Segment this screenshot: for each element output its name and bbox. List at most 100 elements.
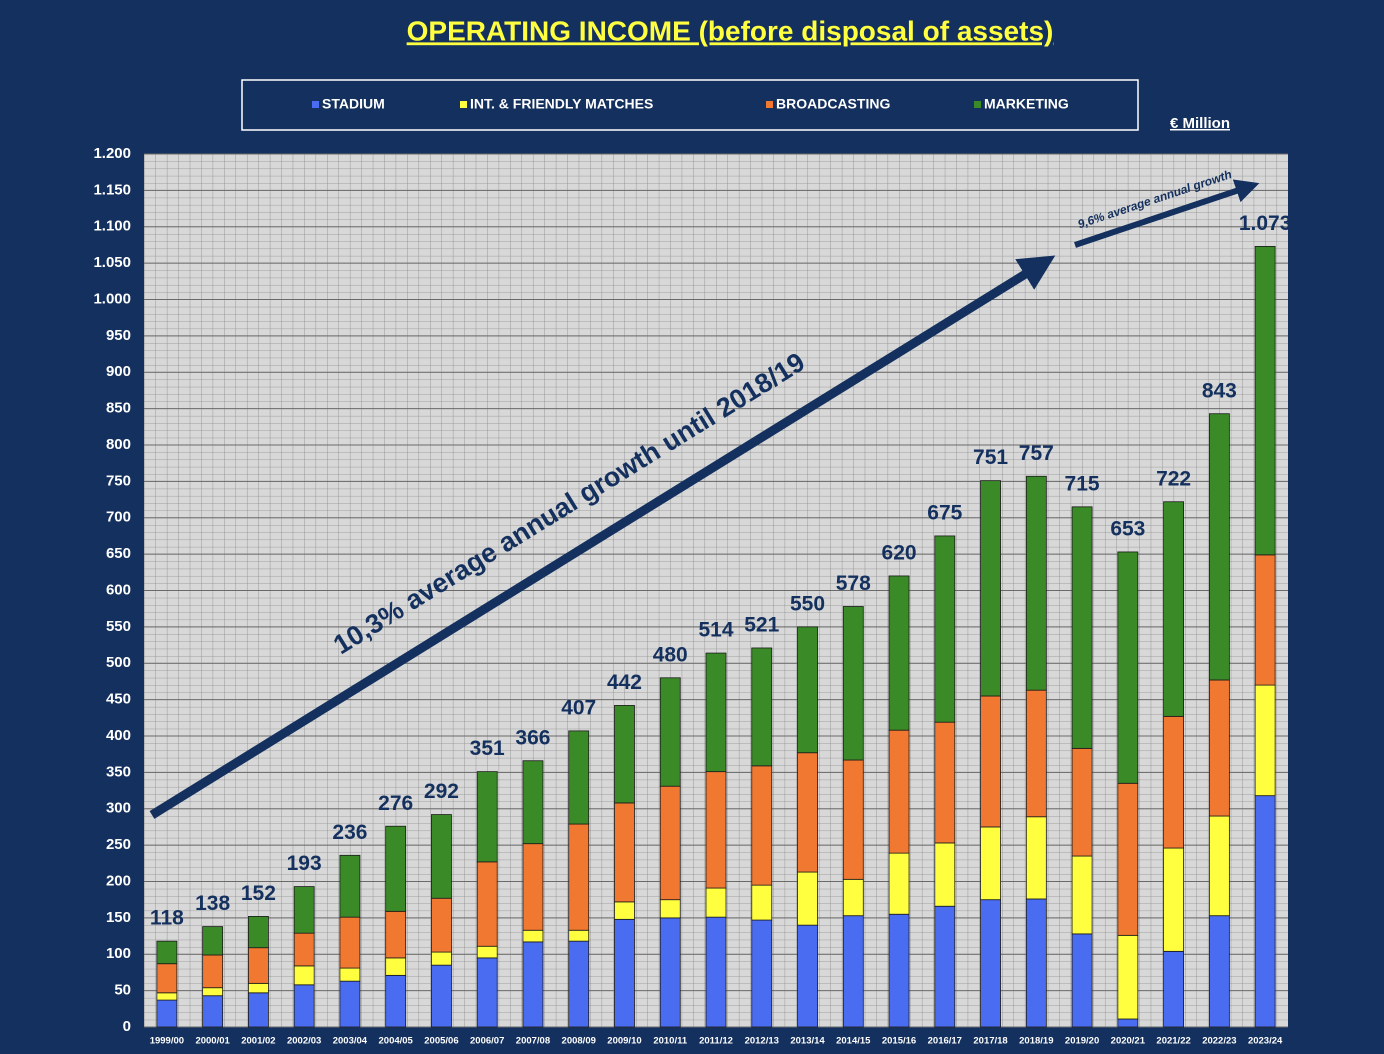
bar-segment — [568, 929, 590, 942]
bar-segment — [705, 916, 727, 1028]
bar-segment — [1208, 679, 1230, 817]
bar-segment — [522, 760, 544, 845]
x-tick-label: 2017/18 — [973, 1036, 1007, 1047]
bar-segment — [522, 941, 544, 1028]
total-label: 550 — [790, 592, 825, 615]
legend-label: BROADCASTING — [776, 96, 890, 112]
bar-segment — [614, 802, 635, 903]
x-tick-label: 2000/01 — [195, 1036, 230, 1047]
bar-segment — [705, 887, 727, 918]
bar-segment — [202, 954, 224, 989]
bar-segment — [1163, 501, 1184, 717]
total-label: 351 — [470, 737, 505, 760]
legend-swatch — [460, 101, 467, 108]
bar-segment — [1025, 816, 1047, 900]
bar-segment — [1071, 855, 1093, 935]
bar-segment — [476, 861, 498, 947]
bar-segment — [751, 647, 773, 767]
total-label: 751 — [973, 446, 1008, 469]
total-label: 236 — [332, 821, 367, 844]
bar-segment — [431, 951, 452, 966]
x-tick-label: 2014/15 — [836, 1036, 871, 1047]
growth-arrow — [149, 255, 1056, 819]
bar-segment — [1071, 933, 1093, 1028]
x-tick-label: 2016/17 — [928, 1036, 962, 1047]
y-tick-label: 850 — [106, 400, 131, 417]
bar-segment — [431, 964, 452, 1028]
total-label: 521 — [744, 614, 779, 637]
x-tick-label: 2008/09 — [562, 1036, 596, 1047]
x-tick-label: 2010/11 — [653, 1036, 688, 1047]
bar-segment — [568, 730, 590, 825]
legend-label: STADIUM — [322, 96, 385, 112]
total-label: 843 — [1202, 379, 1237, 402]
bar-segment — [980, 480, 1001, 697]
legend-swatch — [766, 101, 773, 108]
bar-segment — [751, 884, 773, 921]
y-tick-label: 550 — [106, 618, 131, 635]
bar-segment — [842, 606, 864, 761]
bar-segment — [659, 917, 681, 1028]
y-tick-label: 800 — [106, 436, 131, 453]
bar-segment — [842, 878, 864, 917]
x-tick-label: 2022/23 — [1202, 1036, 1236, 1047]
bar-segment — [980, 899, 1001, 1028]
total-label: 480 — [653, 643, 688, 666]
bar-segment — [1254, 554, 1276, 686]
bar-segment — [1163, 847, 1184, 952]
total-label: 276 — [378, 792, 413, 815]
x-tick-label: 2005/06 — [424, 1036, 458, 1047]
bar-segment — [842, 915, 864, 1028]
bar-segment — [705, 771, 727, 889]
y-tick-label: 250 — [106, 836, 131, 853]
bar-segment — [247, 982, 269, 994]
bar-segment — [385, 825, 407, 912]
bar-segment — [293, 932, 315, 967]
bar-segment — [202, 926, 224, 956]
bar-segment — [339, 854, 361, 918]
bar-segment — [1254, 684, 1276, 797]
y-tick-label: 400 — [106, 727, 131, 744]
bar-segment — [797, 626, 818, 754]
total-label: 442 — [607, 671, 642, 694]
bar-segment — [1071, 506, 1093, 749]
y-tick-label: 700 — [106, 509, 131, 526]
bar-segment — [156, 940, 178, 965]
y-tick-label: 900 — [106, 363, 131, 380]
bar-segment — [476, 945, 498, 959]
y-tick-label: 1.050 — [93, 254, 131, 271]
bar-segment — [247, 992, 269, 1028]
bar-segment — [797, 871, 818, 926]
x-tick-label: 2020/21 — [1111, 1036, 1146, 1047]
bar-segment — [1071, 747, 1093, 857]
y-tick-label: 750 — [106, 472, 131, 489]
bar-segment — [1163, 950, 1184, 1028]
bar-segment — [339, 916, 361, 969]
total-label: 366 — [515, 726, 550, 749]
growth-arrows — [149, 179, 1260, 819]
y-tick-label: 1.200 — [93, 145, 131, 162]
y-tick-label: 1.100 — [93, 218, 131, 235]
bar-segment — [659, 899, 681, 919]
y-tick-label: 500 — [106, 654, 131, 671]
bar-segment — [522, 929, 544, 943]
y-tick-label: 1.000 — [93, 290, 131, 307]
legend-box — [241, 79, 1139, 131]
bar-segment — [1208, 815, 1230, 917]
bar-segment — [614, 901, 635, 920]
total-label: 118 — [150, 907, 184, 930]
total-label: 578 — [836, 572, 871, 595]
total-label: 675 — [927, 501, 962, 524]
y-tick-label: 450 — [106, 691, 131, 708]
x-tick-label: 2002/03 — [287, 1036, 321, 1047]
y-tick-label: 600 — [106, 581, 131, 598]
chart-title: OPERATING INCOME (before disposal of ass… — [407, 15, 1054, 46]
y-tick-label: 350 — [106, 763, 131, 780]
bar-segment — [1254, 795, 1276, 1028]
bar-segment — [888, 729, 910, 854]
bar-segment — [614, 918, 635, 1028]
legend-label: INT. & FRIENDLY MATCHES — [470, 96, 653, 112]
bar-segment — [476, 957, 498, 1028]
total-label: 722 — [1156, 467, 1191, 490]
